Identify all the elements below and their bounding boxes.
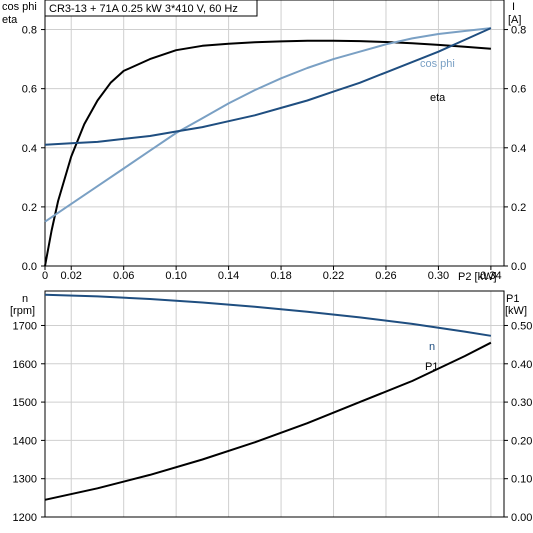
left-axis-label-2: eta — [2, 14, 18, 26]
top-chart: 0 0.02 0.06 0.10 0.14 0.18 0.22 0.26 0.30 0.34 0.0… — [2, 0, 526, 283]
top-left-tick-label: 0.2 — [22, 202, 37, 214]
series-p1-line — [44, 341, 492, 501]
bottom-plot-frame — [44, 290, 505, 518]
bottom-series — [44, 293, 492, 501]
bottom-left-tick-label: 1500 — [13, 397, 37, 409]
top-x-tick-label: 0.22 — [323, 270, 344, 282]
top-x-tick-label: 0.30 — [428, 270, 449, 282]
bottom-left-tick-label: 1200 — [13, 512, 37, 524]
top-x-tick-label: 0.10 — [165, 270, 186, 282]
bottom-tick-labels: 1200 1300 1400 1500 1600 1700 0.00 0.10 0.20 0.30… — [13, 320, 533, 524]
top-x-tick-label: 0.18 — [270, 270, 291, 282]
top-right-tick-label: 0.6 — [511, 84, 526, 96]
top-right-tick-label: 0.8 — [511, 25, 526, 37]
left-axis-label-1: cos phi — [2, 1, 37, 13]
bottom-chart: 1200 1300 1400 1500 1600 1700 0.00 0.10 0.20 0.30… — [10, 290, 533, 524]
top-tick-labels: 0 0.02 0.06 0.10 0.14 0.18 0.22 0.26 0.30 0.34 0.0… — [22, 25, 527, 282]
chart-title: CR3-13 + 71A 0.25 kW 3*410 V, 60 Hz — [49, 3, 238, 15]
top-left-tick-label: 0.4 — [22, 143, 37, 155]
top-x-tick-label: 0.06 — [113, 270, 134, 282]
top-x-tick-label: 0 — [42, 270, 48, 282]
bottom-left-tick-label: 1400 — [13, 435, 37, 447]
top-plot-frame — [44, 0, 505, 267]
bottom-right-tick-label: 0.10 — [511, 474, 532, 486]
top-left-tick-label: 0.0 — [22, 261, 37, 273]
series-i-line — [44, 27, 492, 146]
top-right-tick-label: 0.0 — [511, 261, 526, 273]
series-cos-phi-line — [44, 27, 492, 223]
top-right-tick-label: 0.2 — [511, 202, 526, 214]
right-axis-label-1: I — [512, 1, 515, 13]
top-x-tick-label: 0.14 — [218, 270, 239, 282]
n-curve-label: n — [429, 341, 435, 353]
bottom-right-tick-label: 0.30 — [511, 397, 532, 409]
top-x-tick-label: 0.34 — [480, 270, 501, 282]
series-n-line — [44, 293, 492, 337]
bottom-right-tick-label: 0.50 — [511, 320, 532, 332]
top-right-tick-label: 0.4 — [511, 143, 526, 155]
bottom-right-axis-label-2: [kW] — [505, 305, 527, 317]
x-axis-label: P2 [kW] — [458, 271, 497, 283]
top-series — [44, 27, 492, 267]
top-left-tick-label: 0.6 — [22, 84, 37, 96]
bottom-right-tick-label: 0.00 — [511, 512, 532, 524]
bottom-right-tick-label: 0.40 — [511, 359, 532, 371]
top-grid — [45, 0, 504, 267]
bottom-left-axis-label-1: n — [22, 293, 28, 305]
eta-curve-label: eta — [430, 92, 446, 104]
cosphi-curve-label: cos phi — [420, 58, 455, 70]
top-left-tick-label: 0.8 — [22, 25, 37, 37]
series-eta-line — [44, 39, 491, 267]
bottom-left-tick-label: 1600 — [13, 359, 37, 371]
bottom-left-tick-label: 1300 — [13, 474, 37, 486]
top-x-tick-label: 0.02 — [61, 270, 82, 282]
bottom-grid — [45, 291, 504, 518]
bottom-right-tick-label: 0.20 — [511, 435, 532, 447]
p1-curve-label: P1 — [425, 361, 438, 373]
title-box — [44, 0, 258, 17]
bottom-left-axis-label-2: [rpm] — [10, 305, 35, 317]
right-axis-label-2: [A] — [508, 14, 521, 26]
bottom-right-axis-label-1: P1 — [506, 293, 519, 305]
top-x-tick-label: 0.26 — [375, 270, 396, 282]
bottom-left-tick-label: 1700 — [13, 320, 37, 332]
